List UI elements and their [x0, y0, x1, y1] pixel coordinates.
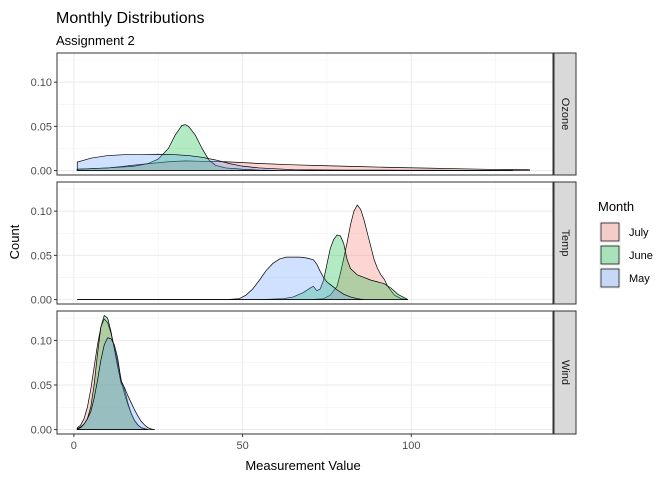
legend-item-june: June	[599, 244, 653, 266]
legend-key-swatch	[600, 222, 620, 242]
y-tick-label: 0.00	[31, 166, 52, 178]
legend: Month July June May	[598, 199, 653, 289]
panel-border	[56, 181, 554, 305]
panel-background	[57, 182, 553, 304]
facet-strip	[553, 52, 577, 176]
density-area-temp-july	[77, 204, 408, 300]
legend-item-label: June	[629, 250, 653, 262]
facet-strip-label: Wind	[559, 360, 571, 385]
legend-key-background	[599, 267, 621, 289]
y-tick-label: 0.10	[31, 206, 52, 218]
legend-item-may: May	[599, 267, 650, 289]
facet-panels: Ozone 0.00 0.05 0.10 Temp 0.00 0.05 0.10 Wind 0.0…	[31, 52, 577, 452]
density-area-ozone-july	[76, 160, 530, 171]
legend-key-swatch	[600, 245, 620, 265]
y-tick-label: 0.05	[31, 380, 52, 392]
y-tick-label: 0.00	[31, 425, 52, 437]
legend-item-july: July	[599, 221, 649, 243]
y-axis-title: Count	[7, 224, 22, 259]
y-tick-label: 0.00	[31, 295, 52, 307]
density-area-temp-june	[77, 234, 409, 300]
facet-panel-wind: Wind 0.00 0.05 0.10	[31, 310, 577, 437]
density-area-ozone-june	[76, 124, 277, 171]
facet-strip-label: Temp	[559, 230, 571, 257]
x-axis-title: Measurement Value	[245, 458, 360, 473]
facet-strip-label: Ozone	[559, 98, 571, 130]
legend-item-label: July	[629, 227, 649, 239]
facet-panel-temp: Temp 0.00 0.05 0.10	[31, 181, 577, 307]
legend-title: Month	[598, 199, 634, 214]
panel-background	[57, 311, 553, 434]
x-tick-label: 100	[402, 440, 420, 452]
chart-title: Monthly Distributions	[56, 10, 205, 27]
x-tick-label: 0	[71, 440, 77, 452]
facet-panel-ozone: Ozone 0.00 0.05 0.10	[31, 52, 577, 178]
y-tick-label: 0.10	[31, 335, 52, 347]
density-area-temp-may	[77, 256, 365, 300]
legend-item-label: May	[629, 273, 650, 285]
x-tick-label: 50	[236, 440, 248, 452]
legend-key-background	[599, 244, 621, 266]
legend-key-background	[599, 221, 621, 243]
facet-strip	[553, 310, 577, 435]
legend-key-swatch	[600, 268, 620, 288]
panel-border	[56, 52, 554, 176]
density-area-wind-may	[76, 337, 155, 430]
y-tick-label: 0.05	[31, 121, 52, 133]
facet-strip	[553, 181, 577, 305]
y-tick-label: 0.10	[31, 77, 52, 89]
chart-subtitle: Assignment 2	[56, 33, 135, 48]
y-tick-label: 0.05	[31, 250, 52, 262]
panel-border	[56, 310, 554, 435]
density-area-ozone-may	[76, 153, 513, 171]
